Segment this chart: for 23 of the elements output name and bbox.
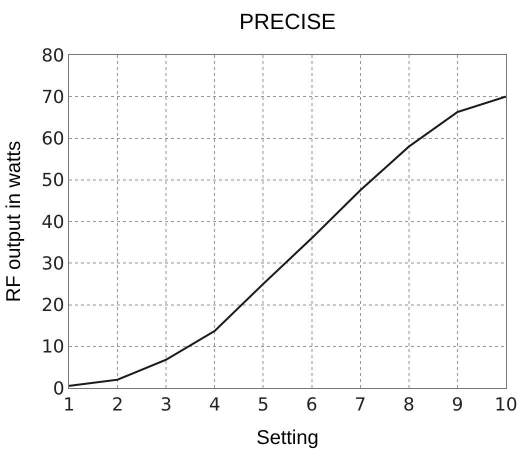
x-tick-label: 7 [354,394,366,416]
x-tick-label: 1 [63,394,75,416]
x-tick-label: 2 [112,394,124,416]
x-tick-label: 3 [160,394,172,416]
y-tick-label: 30 [41,253,64,274]
x-tick-label: 6 [306,394,318,416]
x-tick-label: 9 [452,394,464,416]
y-tick-label: 40 [41,212,64,233]
y-axis-title: RF output in watts [2,140,25,302]
x-tick-label: 10 [494,394,518,416]
y-tick-label: 10 [41,336,64,358]
x-tick-label: 4 [208,394,220,416]
chart-title: PRECISE [239,9,336,34]
y-tick-label: 80 [41,45,64,66]
y-tick-label: 50 [41,170,64,192]
x-tick-label: 5 [257,394,269,416]
line-series [69,96,506,387]
x-axis-title: Setting [256,427,319,450]
x-tick-label: 8 [403,394,415,416]
y-tick-label: 70 [41,86,64,108]
y-tick-label: 60 [41,128,64,150]
y-tick-label: 20 [41,295,64,316]
y-tick-label: 0 [52,378,64,400]
